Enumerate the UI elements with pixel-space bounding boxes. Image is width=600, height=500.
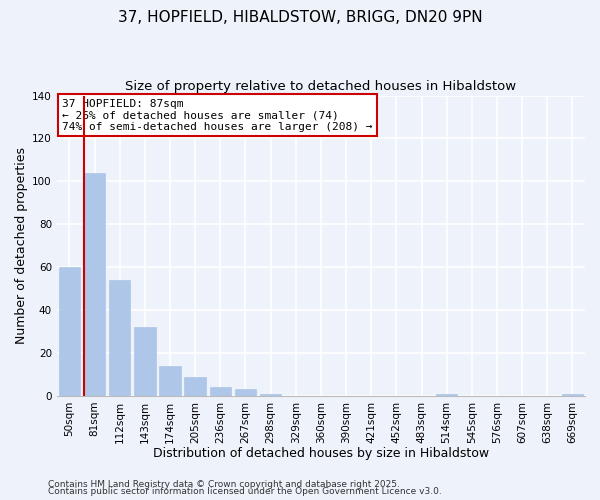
Text: 37 HOPFIELD: 87sqm
← 26% of detached houses are smaller (74)
74% of semi-detache: 37 HOPFIELD: 87sqm ← 26% of detached hou… xyxy=(62,98,373,132)
Bar xyxy=(260,394,281,396)
Bar xyxy=(436,394,457,396)
Bar xyxy=(235,390,256,396)
Bar xyxy=(562,394,583,396)
Bar xyxy=(159,366,181,396)
Bar xyxy=(134,327,155,396)
Text: 37, HOPFIELD, HIBALDSTOW, BRIGG, DN20 9PN: 37, HOPFIELD, HIBALDSTOW, BRIGG, DN20 9P… xyxy=(118,10,482,25)
X-axis label: Distribution of detached houses by size in Hibaldstow: Distribution of detached houses by size … xyxy=(153,447,489,460)
Y-axis label: Number of detached properties: Number of detached properties xyxy=(15,147,28,344)
Bar xyxy=(59,267,80,396)
Bar xyxy=(209,388,231,396)
Title: Size of property relative to detached houses in Hibaldstow: Size of property relative to detached ho… xyxy=(125,80,517,93)
Bar xyxy=(184,376,206,396)
Bar xyxy=(109,280,130,396)
Bar xyxy=(84,173,105,396)
Text: Contains public sector information licensed under the Open Government Licence v3: Contains public sector information licen… xyxy=(48,488,442,496)
Text: Contains HM Land Registry data © Crown copyright and database right 2025.: Contains HM Land Registry data © Crown c… xyxy=(48,480,400,489)
